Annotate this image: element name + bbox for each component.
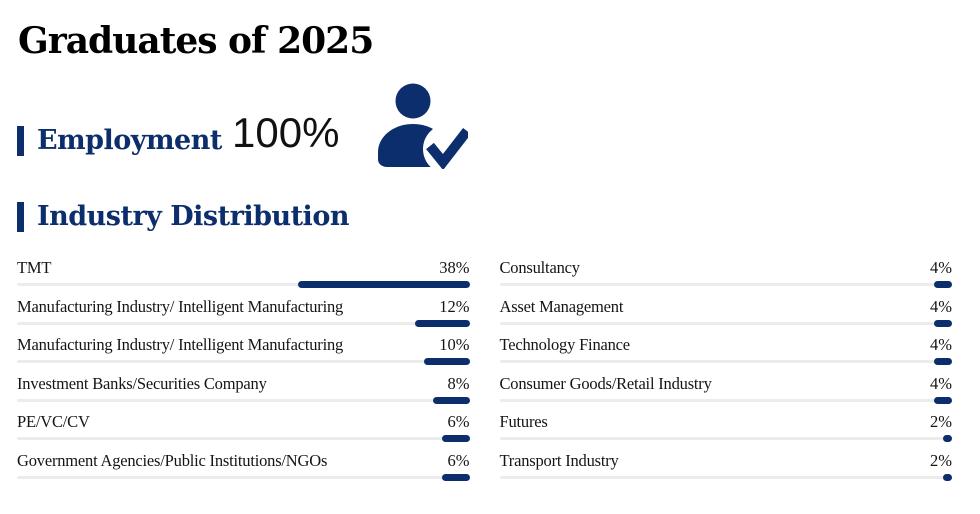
industry-percent: 2%: [930, 450, 952, 470]
bar-track: [17, 398, 470, 402]
industry-label: Technology Finance: [499, 335, 631, 354]
bar-track: [499, 283, 952, 286]
bar-fill: [933, 281, 952, 288]
bar-track: [499, 360, 952, 363]
page-title: Graduates of 2025: [18, 20, 374, 62]
bar-track: [17, 283, 470, 286]
industry-label: Consumer Goods/Retail Industry: [499, 373, 712, 393]
employment-section-title: Employment: [37, 125, 222, 156]
bar-fill: [297, 281, 470, 288]
person-check-icon: [378, 83, 468, 169]
industry-row: Transport Industry 2%: [499, 450, 952, 483]
bar-fill: [442, 473, 470, 481]
industry-section-title: Industry Distribution: [37, 201, 349, 232]
industry-row: Asset Management 4%: [499, 296, 952, 329]
bar-track: [17, 360, 470, 363]
industry-label: Manufacturing Industry/ Intelligent Manu…: [17, 335, 344, 354]
industry-row: Technology Finance 4%: [499, 335, 952, 367]
industry-label: Asset Management: [499, 296, 624, 316]
industry-label: Futures: [499, 412, 548, 431]
bar-fill: [415, 319, 470, 327]
bar-track: [499, 437, 952, 440]
bar-track: [499, 475, 952, 479]
industry-row: Futures 2%: [499, 412, 952, 444]
bar-track: [17, 475, 470, 479]
bar-track: [499, 321, 952, 325]
industry-label: TMT: [17, 258, 52, 277]
industry-columns: TMT 38% Manufacturing Industry/ Intellig…: [17, 258, 952, 489]
industry-percent: 8%: [447, 373, 470, 393]
bar-track: [17, 437, 470, 440]
industry-percent: 6%: [447, 412, 470, 431]
bar-fill: [933, 358, 952, 365]
bar-fill: [933, 396, 952, 404]
employment-accent-bar: [17, 126, 24, 156]
industry-row: Manufacturing Industry/ Intelligent Manu…: [17, 335, 470, 367]
industry-row: TMT 38%: [17, 258, 470, 290]
industry-label: Transport Industry: [499, 450, 619, 470]
industry-percent: 4%: [930, 258, 952, 277]
bar-fill: [433, 396, 470, 404]
industry-percent: 2%: [930, 412, 952, 431]
bar-fill: [424, 358, 470, 365]
industry-label: Consultancy: [499, 258, 580, 277]
industry-percent: 4%: [930, 296, 952, 316]
industry-column-right: Consultancy 4% Asset Management 4% Techn…: [499, 258, 952, 489]
bar-fill: [933, 319, 952, 327]
industry-row: Manufacturing Industry/ Intelligent Manu…: [17, 297, 470, 329]
industry-percent: 6%: [447, 450, 470, 470]
industry-column-left: TMT 38% Manufacturing Industry/ Intellig…: [17, 258, 470, 489]
industry-percent: 4%: [930, 373, 952, 393]
industry-row: Consumer Goods/Retail Industry 4%: [499, 373, 952, 406]
industry-row: Investment Banks/Securities Company 8%: [17, 374, 470, 406]
bar-track: [17, 321, 470, 325]
industry-row: PE/VC/CV 6%: [17, 412, 470, 444]
industry-percent: 4%: [930, 335, 952, 354]
bar-fill: [942, 473, 952, 481]
industry-percent: 10%: [439, 335, 470, 354]
industry-label: PE/VC/CV: [17, 412, 90, 431]
industry-label: Investment Banks/Securities Company: [17, 373, 267, 393]
industry-label: Manufacturing Industry/ Intelligent Manu…: [17, 296, 344, 316]
bar-fill: [942, 435, 952, 442]
industry-percent: 12%: [439, 296, 470, 316]
bar-track: [499, 398, 952, 402]
industry-row: Government Agencies/Public Institutions/…: [17, 451, 470, 483]
industry-percent: 38%: [439, 258, 470, 277]
industry-row: Consultancy 4%: [499, 258, 952, 290]
bar-fill: [442, 435, 470, 442]
industry-accent-bar: [17, 202, 24, 232]
employment-value: 100%: [232, 109, 340, 156]
industry-label: Government Agencies/Public Institutions/…: [17, 450, 328, 470]
